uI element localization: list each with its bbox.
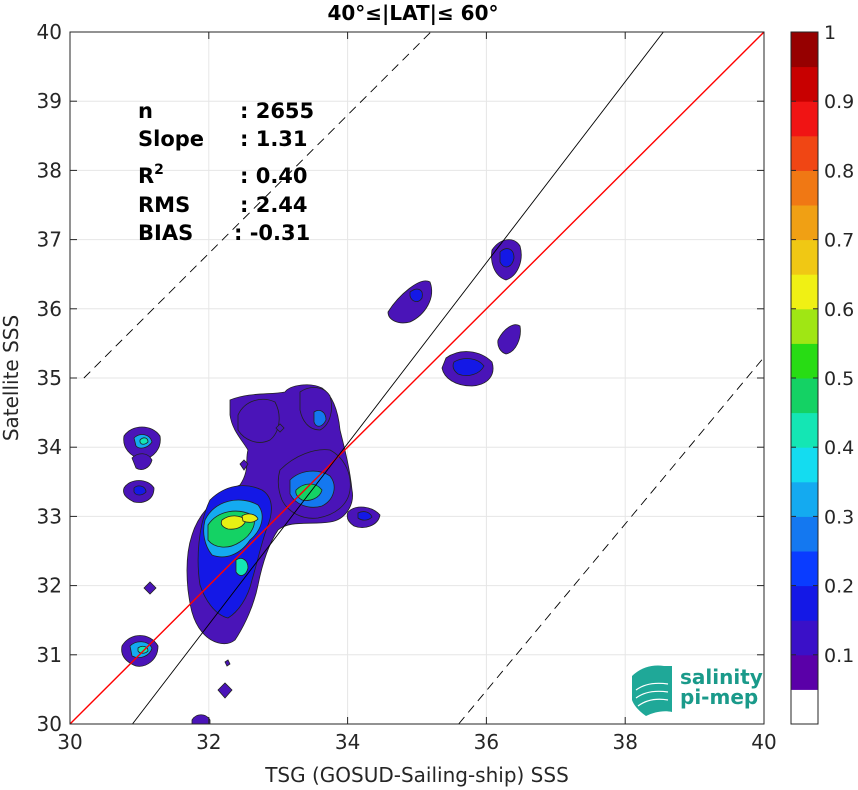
contour-left-3405-core	[139, 437, 149, 445]
x-axis: 30 32 34 36 38 40	[57, 32, 777, 754]
contour-blob-3515-in	[452, 358, 485, 376]
colorbar-swatch-3	[791, 585, 818, 621]
x-tick-label-5: 40	[751, 730, 776, 754]
y-axis-label: Satellite SSS	[0, 315, 23, 441]
stat-value-0: : 2655	[240, 99, 314, 123]
chart-title: 40°≤|LAT|≤ 60°	[327, 1, 498, 25]
colorbar-swatch-18	[791, 66, 818, 102]
density-contours	[121, 239, 522, 724]
colorbar-swatch-0	[791, 689, 818, 725]
y-tick-label-5: 35	[37, 366, 62, 390]
colorbar-swatch-7	[791, 447, 818, 483]
y-tick-label-9: 39	[37, 89, 62, 113]
colorbar-swatch-19	[791, 32, 818, 68]
contour-lower-lobe	[235, 558, 249, 576]
colorbar-swatch-9	[791, 378, 818, 414]
stat-label-4: BIAS	[138, 221, 193, 245]
x-axis-label: TSG (GOSUD-Sailing-ship) SSS	[264, 763, 569, 787]
line-lower-rms	[458, 356, 764, 724]
reference-lines	[70, 32, 764, 724]
line-regression	[132, 32, 664, 724]
contour-dot-4	[239, 459, 249, 471]
colorbar-label-7: 0.8	[824, 160, 854, 182]
colorbar-swatch-10	[791, 343, 818, 379]
contour-right-upper-blue	[313, 410, 327, 427]
contour-small-a-in	[357, 511, 373, 521]
stat-label-3: RMS	[138, 193, 190, 217]
colorbar-label-8: 0.9	[824, 91, 854, 113]
colorbar-label-6: 0.7	[824, 230, 854, 252]
colorbar-label-1: 0.2	[824, 576, 854, 598]
contour-dot-3	[191, 714, 211, 724]
colorbar-label-9: 1	[824, 22, 836, 44]
y-tick-label-6: 36	[37, 297, 62, 321]
stat-label-1: Slope	[138, 127, 204, 151]
colorbar-swatch-2	[791, 620, 818, 656]
y-tick-label-10: 40	[37, 20, 62, 44]
y-tick-label-0: 30	[37, 712, 62, 736]
contour-blob-3620-in	[409, 288, 423, 302]
colorbar: 0.1 0.2 0.3 0.4 0.5 0.6 0.7 0.8 0.9 1	[790, 22, 854, 725]
x-tick-label-0: 30	[57, 730, 82, 754]
logo-wave-icon	[632, 665, 672, 716]
colorbar-swatch-1	[791, 654, 818, 690]
stat-value-2: : 0.40	[240, 164, 308, 188]
x-tick-label-2: 34	[335, 730, 360, 754]
contour-blob-3560	[497, 324, 521, 355]
contour-dot-2	[217, 682, 233, 699]
colorbar-swatch-17	[791, 101, 818, 137]
colorbar-swatch-5	[791, 516, 818, 552]
colorbar-label-4: 0.5	[824, 368, 854, 390]
logo-line1: salinity	[680, 665, 763, 689]
contour-dot-1	[143, 581, 157, 595]
colorbar-swatch-11	[791, 308, 818, 344]
contour-dot-6	[224, 659, 231, 667]
x-tick-label-3: 36	[474, 730, 499, 754]
y-tick-label-7: 37	[37, 228, 62, 252]
y-tick-label-1: 31	[37, 643, 62, 667]
colorbar-swatch-13	[791, 239, 818, 275]
stat-value-3: : 2.44	[240, 193, 308, 217]
salinity-pi-mep-logo: salinity pi-mep	[632, 665, 763, 716]
stat-value-1: : 1.31	[240, 127, 308, 151]
logo-line2: pi-mep	[680, 685, 758, 709]
y-tick-label-2: 32	[37, 574, 62, 598]
colorbar-label-3: 0.4	[824, 437, 854, 459]
colorbar-label-5: 0.6	[824, 299, 854, 321]
colorbar-swatch-8	[791, 412, 818, 448]
x-tick-label-1: 32	[196, 730, 221, 754]
y-tick-label-8: 38	[37, 158, 62, 182]
x-tick-label-4: 38	[612, 730, 637, 754]
line-one-to-one	[70, 32, 764, 724]
stat-value-4: : -0.31	[234, 221, 310, 245]
contour-main-yellow-2	[241, 513, 259, 523]
colorbar-swatch-15	[791, 170, 818, 206]
colorbar-label-2: 0.3	[824, 506, 854, 528]
y-axis: 30 31 32 33 34 35 36 37 38 39 40	[37, 20, 764, 736]
y-tick-label-3: 33	[37, 504, 62, 528]
contour-left-3335-in	[133, 485, 147, 496]
colorbar-swatch-14	[791, 205, 818, 241]
y-tick-label-4: 34	[37, 435, 62, 459]
colorbar-swatch-4	[791, 551, 818, 587]
colorbar-swatch-12	[791, 274, 818, 310]
line-upper-rms	[83, 32, 432, 379]
contour-blob-3670-in	[499, 248, 515, 268]
stat-label-0: n	[138, 99, 153, 123]
contour-dot-5	[275, 423, 285, 433]
colorbar-label-0: 0.1	[824, 645, 854, 667]
contour-left-3405-b	[131, 453, 153, 470]
contour-main-yellow	[220, 515, 247, 530]
colorbar-swatch-16	[791, 135, 818, 171]
colorbar-swatch-6	[791, 481, 818, 517]
